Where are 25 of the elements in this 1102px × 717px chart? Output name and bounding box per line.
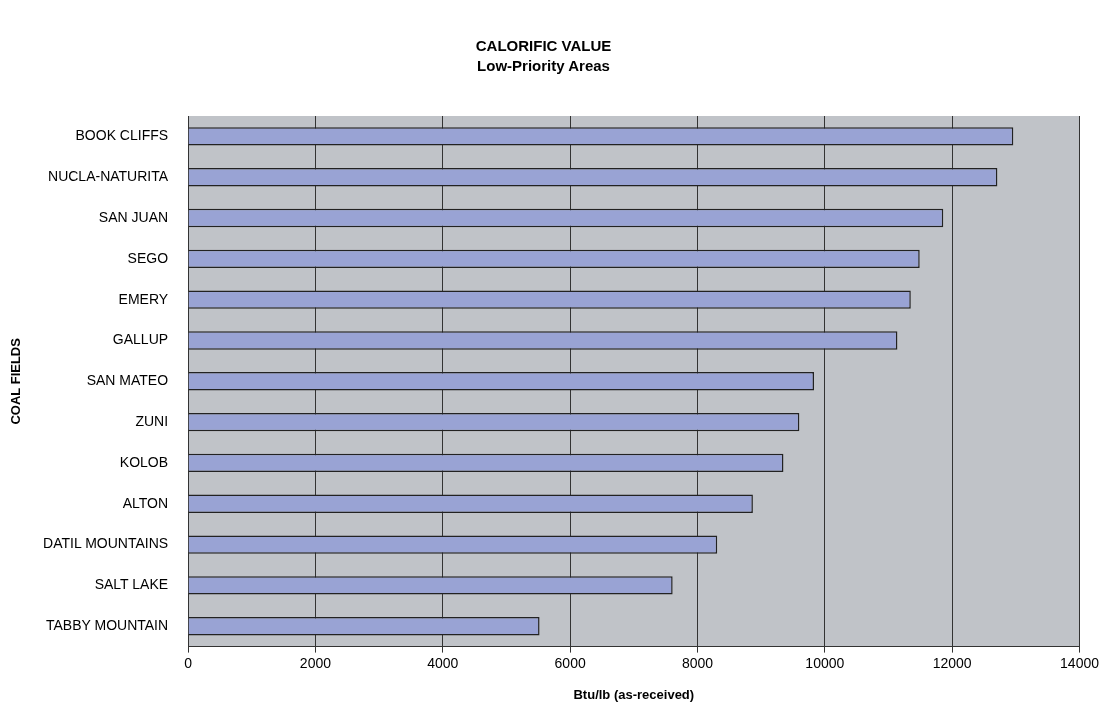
- x-tick-label: 2000: [299, 654, 332, 671]
- x-tick-label: 4000: [427, 654, 459, 671]
- y-tick-label: SALT LAKE: [94, 576, 169, 593]
- x-tick-label: 10000: [805, 654, 845, 671]
- chart-subtitle: Low-Priority Areas: [477, 57, 610, 75]
- y-tick-label: TABBY MOUNTAIN: [45, 617, 169, 634]
- y-tick-label: EMERY: [118, 290, 169, 307]
- y-tick-label: GALLUP: [112, 331, 169, 348]
- y-tick-label: DATIL MOUNTAINS: [43, 535, 169, 552]
- x-axis-title: Btu/lb (as-received): [573, 686, 695, 702]
- y-tick-label: SAN JUAN: [98, 208, 169, 225]
- y-tick-label: SAN MATEO: [86, 372, 169, 389]
- y-tick-label: BOOK CLIFFS: [75, 127, 169, 144]
- y-tick-label: NUCLA-NATURITA: [48, 168, 169, 185]
- y-tick-label: ZUNI: [135, 412, 169, 429]
- y-tick-label: KOLOB: [119, 453, 169, 470]
- x-tick-label: 6000: [554, 654, 586, 671]
- y-tick-label: ALTON: [122, 494, 169, 511]
- x-tick-label: 0: [184, 654, 193, 671]
- x-tick-label: 14000: [1060, 654, 1100, 671]
- y-tick-label: SEGO: [127, 249, 169, 266]
- y-axis-title: COAL FIELDS: [8, 337, 24, 425]
- x-tick-label: 12000: [932, 654, 972, 671]
- x-tick-label: 8000: [681, 654, 714, 671]
- chart-title: CALORIFIC VALUE: [475, 37, 612, 55]
